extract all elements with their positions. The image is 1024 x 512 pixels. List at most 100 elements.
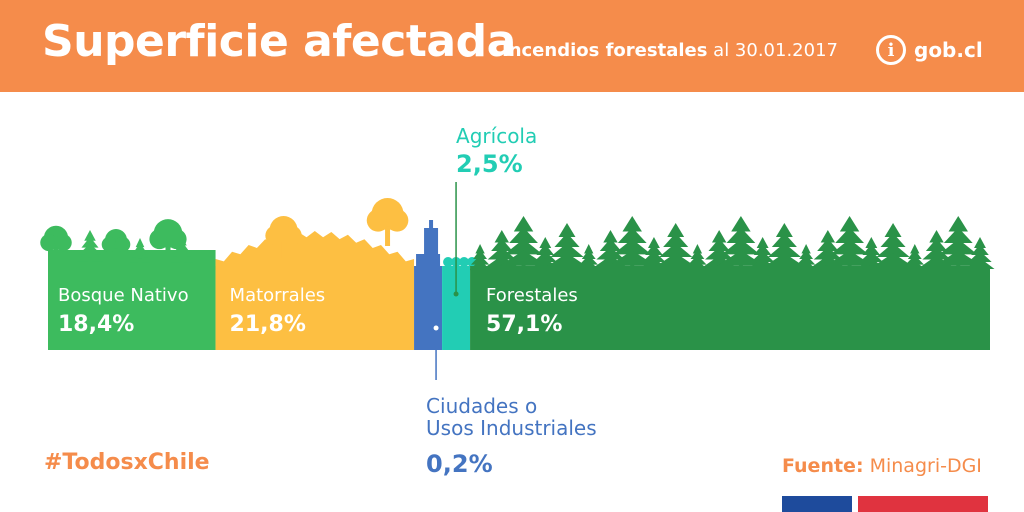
pine-tree-icon bbox=[756, 237, 769, 249]
pine-tree-icon bbox=[910, 244, 920, 254]
pine-tree-icon-trunk bbox=[138, 258, 142, 264]
pine-tree-icon bbox=[170, 252, 194, 263]
pine-tree-icon bbox=[509, 227, 538, 243]
stacked-bar-chart bbox=[40, 182, 995, 380]
pine-tree-icon bbox=[905, 255, 924, 265]
info-icon: i bbox=[876, 35, 906, 65]
gob-logo[interactable]: i gob.cl bbox=[876, 30, 983, 70]
pine-tree-icon bbox=[603, 230, 618, 243]
native-tree-icon-lobe bbox=[54, 234, 72, 252]
pine-tree-icon bbox=[133, 243, 147, 253]
pine-tree-icon bbox=[731, 216, 751, 232]
pine-tree-icon bbox=[753, 244, 772, 256]
pine-tree-icon bbox=[884, 223, 902, 237]
pine-tree-icon bbox=[968, 251, 992, 263]
pine-tree-icon bbox=[554, 232, 580, 247]
native-tree-icon-trunk bbox=[113, 248, 119, 262]
segment-value-bosque-nativo: 18,4% bbox=[58, 312, 135, 337]
logo-text: gob.cl bbox=[914, 38, 983, 62]
bar-segment-ciudades bbox=[414, 266, 443, 350]
pine-tree-icon bbox=[767, 242, 801, 257]
pine-tree-icon bbox=[584, 244, 594, 254]
pine-tree-icon bbox=[820, 230, 836, 243]
flag-blue-stripe bbox=[782, 496, 852, 512]
pine-tree-icon bbox=[721, 238, 760, 255]
segment-value-matorrales: 21,8% bbox=[229, 312, 306, 337]
segment-label-forestales: Forestales bbox=[486, 285, 578, 306]
bar-segment-matorrales bbox=[215, 266, 415, 350]
pine-tree-icon bbox=[939, 238, 978, 255]
pine-tree-icon bbox=[475, 244, 485, 254]
building-antenna-icon bbox=[429, 220, 434, 230]
pine-tree-icon bbox=[711, 230, 727, 243]
leader-dot-ciudades bbox=[433, 325, 439, 331]
pine-tree-icon bbox=[617, 227, 647, 243]
pine-tree-icon bbox=[708, 238, 730, 251]
native-tree-icon-trunk bbox=[165, 244, 171, 262]
pine-tree-icon bbox=[929, 230, 944, 243]
pine-tree-icon bbox=[491, 238, 513, 251]
pine-tree-icon bbox=[494, 230, 509, 243]
pine-tree-icon bbox=[642, 251, 666, 263]
segment-label-agricola: Agrícola bbox=[456, 124, 538, 148]
native-tree-icon-lobe bbox=[149, 229, 170, 250]
pine-tree-icon bbox=[943, 227, 973, 243]
pine-tree-icon bbox=[813, 247, 842, 260]
pine-tree-icon bbox=[817, 238, 839, 251]
segment-label-matorrales: Matorrales bbox=[229, 285, 326, 306]
shrub-hill bbox=[215, 231, 415, 270]
source-value: Minagri-DGI bbox=[863, 455, 982, 477]
pine-tree-icon bbox=[533, 251, 557, 263]
bar-segment-forestales bbox=[470, 266, 990, 350]
pine-tree-icon bbox=[131, 248, 149, 258]
pine-tree-icon bbox=[81, 236, 99, 248]
pine-tree-icon bbox=[974, 237, 986, 249]
pine-tree-icon bbox=[922, 247, 951, 260]
pine-tree-icon bbox=[763, 252, 806, 267]
pine-tree-icon bbox=[948, 216, 968, 232]
pine-tree-icon bbox=[655, 252, 697, 267]
pine-tree-icon bbox=[581, 249, 596, 260]
source-note: Fuente: Minagri-DGI bbox=[782, 455, 982, 477]
pine-tree-icon bbox=[925, 238, 948, 251]
page-title: Superficie afectada bbox=[42, 16, 516, 67]
pine-tree-icon bbox=[750, 251, 775, 263]
pine-tree-icon bbox=[84, 230, 96, 241]
leader-dot-agricola bbox=[453, 291, 459, 297]
pine-tree-icon bbox=[907, 249, 922, 260]
pine-tree-icon bbox=[513, 216, 534, 232]
pine-tree-icon bbox=[648, 237, 660, 249]
pine-tree-icon bbox=[175, 241, 189, 252]
pine-tree-icon bbox=[865, 237, 878, 249]
pine-tree-icon bbox=[504, 238, 543, 255]
shrub-tree-icon-lobe bbox=[366, 209, 390, 232]
pine-tree-icon bbox=[775, 223, 793, 237]
shrub-tree-icon-lobe bbox=[385, 209, 409, 232]
pine-tree-icon bbox=[546, 252, 588, 267]
pine-tree-icon bbox=[596, 247, 625, 260]
pine-tree-icon bbox=[690, 249, 705, 260]
shrub-tree-icon-trunk bbox=[385, 226, 391, 246]
pine-tree-icon bbox=[622, 216, 642, 232]
crop-icon bbox=[459, 257, 470, 267]
segment-label-bosque-nativo: Bosque Nativo bbox=[58, 285, 189, 306]
pine-tree-icon bbox=[796, 255, 816, 265]
pine-tree-icon bbox=[835, 227, 864, 243]
native-tree-icon-lobe bbox=[114, 236, 131, 253]
pine-tree-icon-trunk bbox=[180, 258, 184, 264]
pine-tree-icon bbox=[78, 243, 102, 255]
pine-tree-icon bbox=[470, 255, 490, 265]
pine-tree-icon bbox=[862, 244, 881, 256]
hashtag[interactable]: #TodosxChile bbox=[44, 450, 210, 475]
pine-tree-icon bbox=[536, 244, 555, 256]
flag-white-stripe bbox=[852, 496, 858, 512]
pine-tree-icon bbox=[172, 247, 192, 257]
pine-tree-icon bbox=[487, 247, 516, 260]
pine-tree-icon bbox=[971, 244, 989, 256]
header-bar: Superficie afectada Incendios forestales… bbox=[0, 0, 1024, 92]
pine-tree-icon bbox=[539, 237, 552, 249]
pine-tree-icon bbox=[129, 253, 151, 263]
pine-tree-icon bbox=[876, 242, 910, 257]
pine-tree-icon bbox=[726, 227, 756, 243]
pine-tree-icon bbox=[839, 216, 860, 232]
